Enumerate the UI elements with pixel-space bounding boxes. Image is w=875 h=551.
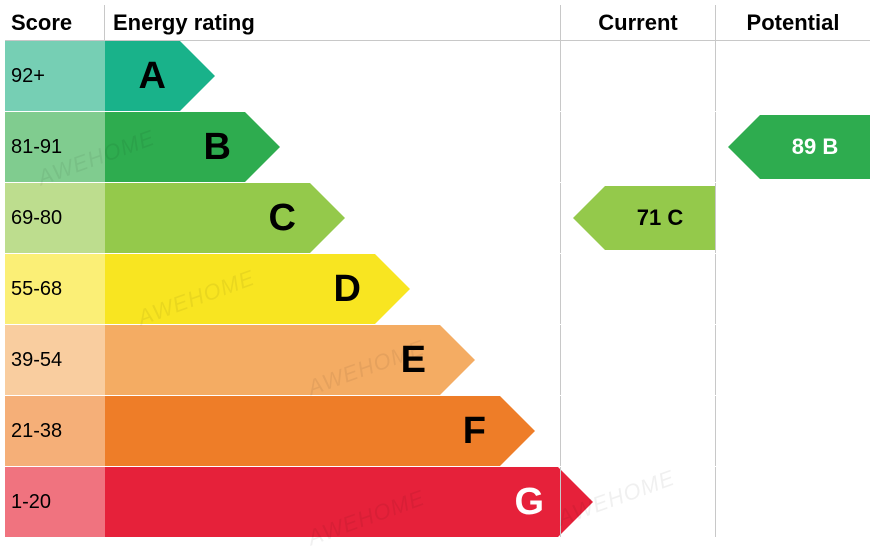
rating-bar-area: G — [105, 467, 560, 537]
current-column — [560, 467, 715, 537]
rating-bar-d: D — [105, 254, 375, 324]
rating-bar-e: E — [105, 325, 440, 395]
current-column — [560, 41, 715, 111]
current-marker: 71 C — [605, 186, 715, 250]
score-range: 92+ — [5, 41, 105, 111]
potential-column: 89 B — [715, 112, 870, 182]
rating-bar-c: C — [105, 183, 310, 253]
header-rating: Energy rating — [105, 5, 560, 40]
band-row-g: 1-20 G — [5, 467, 870, 538]
current-column — [560, 254, 715, 324]
rating-bar-area: D — [105, 254, 560, 324]
score-range: 1-20 — [5, 467, 105, 537]
marker-arrow-icon — [728, 115, 760, 179]
band-row-c: 69-80 C 71 C — [5, 183, 870, 254]
bar-tip-icon — [310, 183, 345, 253]
rating-bar-area: A — [105, 41, 560, 111]
header-current: Current — [560, 5, 715, 40]
potential-column — [715, 254, 870, 324]
bar-tip-icon — [245, 112, 280, 182]
marker-label: 71 C — [637, 205, 683, 231]
current-column — [560, 396, 715, 466]
score-range: 55-68 — [5, 254, 105, 324]
bar-tip-icon — [440, 325, 475, 395]
score-range: 81-91 — [5, 112, 105, 182]
rating-letter: E — [401, 339, 426, 382]
rating-letter: C — [269, 197, 296, 240]
header-potential: Potential — [715, 5, 870, 40]
band-row-b: 81-91 B 89 B — [5, 112, 870, 183]
bar-tip-icon — [500, 396, 535, 466]
band-row-a: 92+ A — [5, 41, 870, 112]
header-row: Score Energy rating Current Potential — [5, 5, 870, 41]
header-score: Score — [5, 5, 105, 40]
score-range: 69-80 — [5, 183, 105, 253]
rating-bar-area: C — [105, 183, 560, 253]
band-row-e: 39-54 E — [5, 325, 870, 396]
potential-column — [715, 183, 870, 253]
rating-letter: F — [463, 410, 486, 453]
rating-bar-a: A — [105, 41, 180, 111]
current-column — [560, 325, 715, 395]
band-row-f: 21-38 F — [5, 396, 870, 467]
potential-column — [715, 396, 870, 466]
bar-tip-icon — [180, 41, 215, 111]
rating-bar-f: F — [105, 396, 500, 466]
rating-bar-b: B — [105, 112, 245, 182]
score-range: 21-38 — [5, 396, 105, 466]
band-row-d: 55-68 D — [5, 254, 870, 325]
bar-tip-icon — [375, 254, 410, 324]
rating-letter: D — [334, 268, 361, 311]
potential-marker: 89 B — [760, 115, 870, 179]
marker-label: 89 B — [792, 134, 838, 160]
current-column — [560, 112, 715, 182]
current-column: 71 C — [560, 183, 715, 253]
rating-bar-area: F — [105, 396, 560, 466]
score-range: 39-54 — [5, 325, 105, 395]
bands-container: 92+ A 81-91 B 89 B 69-80 C 71 C 55-68 D 39-54 E 21-3… — [5, 41, 870, 538]
rating-bar-area: B — [105, 112, 560, 182]
rating-letter: G — [514, 481, 544, 524]
potential-column — [715, 325, 870, 395]
marker-arrow-icon — [573, 186, 605, 250]
rating-bar-area: E — [105, 325, 560, 395]
rating-bar-g: G — [105, 467, 558, 537]
potential-column — [715, 467, 870, 537]
potential-column — [715, 41, 870, 111]
rating-letter: B — [204, 126, 231, 169]
rating-letter: A — [139, 55, 166, 98]
energy-rating-chart: Score Energy rating Current Potential 92… — [5, 5, 870, 545]
